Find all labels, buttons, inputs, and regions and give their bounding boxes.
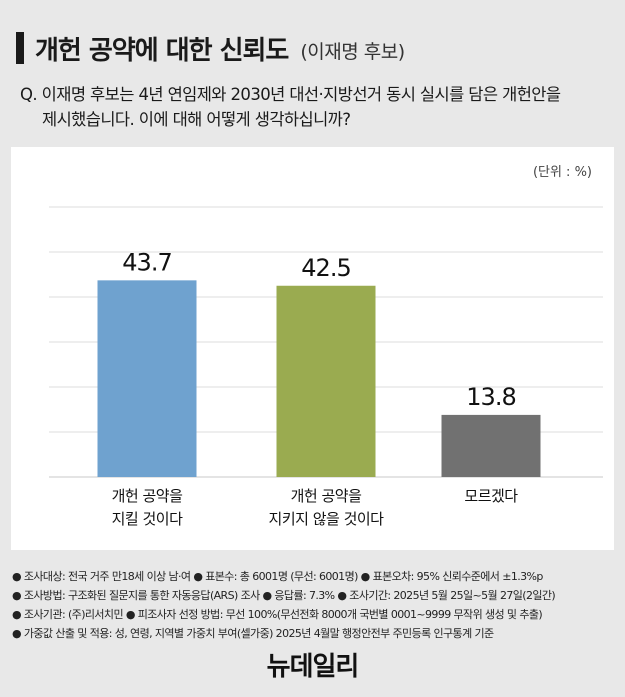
page-title: 개헌 공약에 대한 신뢰도 bbox=[35, 35, 289, 66]
page-subtitle: (이재명 후보) bbox=[300, 40, 405, 63]
note-line: ● 조사기관: (주)리서치민 ● 피조사자 선정 방법: 무선 100%(무선… bbox=[12, 608, 543, 621]
value-label: 42.5 bbox=[301, 254, 350, 282]
question-line-2: 제시했습니다. 이에 대해 어떻게 생각하십니까? bbox=[42, 110, 351, 129]
value-label: 43.7 bbox=[122, 248, 171, 276]
category-label: 모르겠다 bbox=[464, 487, 518, 505]
note-line: ● 조사대상: 전국 거주 만18세 이상 남·여 ● 표본수: 총 6001명… bbox=[12, 570, 543, 583]
category-label: 지키지 않을 것이다 bbox=[269, 510, 385, 528]
value-label: 13.8 bbox=[466, 383, 515, 411]
note-line: ● 가중값 산출 및 적용: 성, 연령, 지역별 가중치 부여(셀가중) 20… bbox=[12, 627, 494, 640]
unit-label: (단위 : %) bbox=[532, 165, 592, 180]
survey-notes: ● 조사대상: 전국 거주 만18세 이상 남·여 ● 표본수: 총 6001명… bbox=[12, 567, 617, 643]
title-accent-bar bbox=[16, 32, 24, 64]
bar bbox=[441, 414, 541, 477]
title-row: 개헌 공약에 대한 신뢰도 (이재명 후보) bbox=[16, 30, 405, 66]
survey-question: Q. 이재명 후보는 4년 연임제와 2030년 대선·지방선거 동시 실시를 … bbox=[20, 82, 610, 132]
brand-logo: 뉴데일리 bbox=[266, 652, 360, 682]
bar bbox=[276, 285, 376, 477]
question-line-1: Q. 이재명 후보는 4년 연임제와 2030년 대선·지방선거 동시 실시를 … bbox=[20, 85, 561, 104]
note-line: ● 조사방법: 구조화된 질문지를 통한 자동응답(ARS) 조사 ● 응답률:… bbox=[12, 589, 556, 602]
category-label: 개헌 공약을 bbox=[112, 487, 183, 505]
bar bbox=[97, 280, 197, 477]
category-label: 개헌 공약을 bbox=[291, 487, 362, 505]
category-label: 지킬 것이다 bbox=[112, 510, 183, 528]
